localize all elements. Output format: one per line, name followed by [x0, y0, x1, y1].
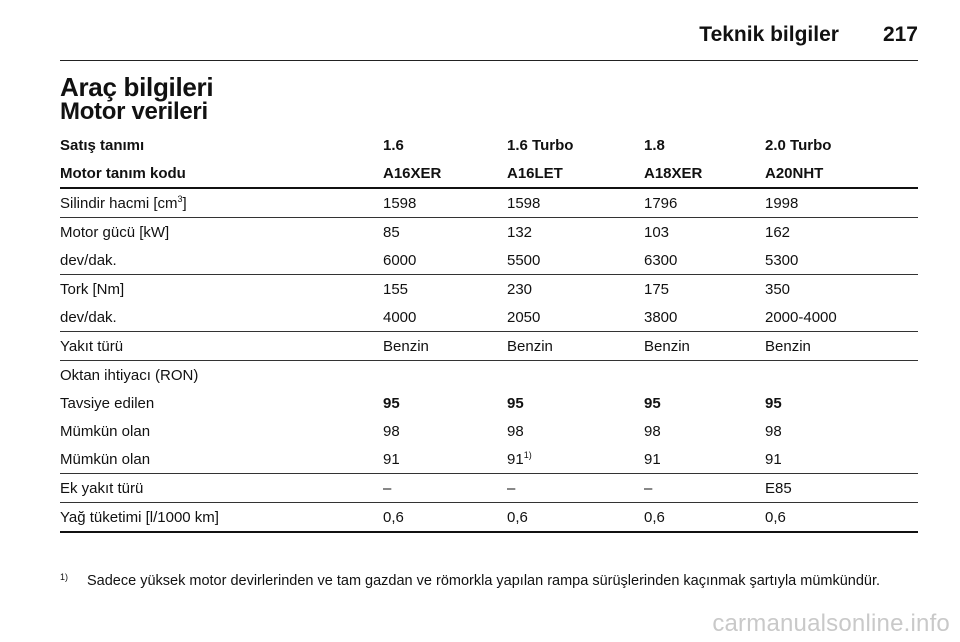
row-label: Ek yakıt türü	[60, 473, 383, 503]
table-cell: Benzin	[507, 331, 644, 361]
table-cell: 91	[383, 445, 507, 474]
table-cell: 230	[507, 280, 533, 298]
table-cell	[765, 361, 918, 390]
table-row: dev/dak. 6000 5500 6300 5300	[60, 246, 918, 275]
table-row: Yakıt türü Benzin Benzin Benzin Benzin	[60, 331, 918, 361]
section-subtitle: Motor verileri	[60, 98, 208, 125]
table-cell: 0,6	[383, 502, 507, 533]
table-cell: 1598	[383, 188, 507, 218]
header-cell: A16LET	[507, 159, 644, 189]
table-cell: 0,6	[507, 502, 644, 533]
table-cell: 95	[644, 394, 661, 412]
footnote-reference: 1)	[523, 449, 532, 460]
table-header-row: Satış tanımı 1.6 1.6 Turbo 1.8 2.0 Turbo	[60, 131, 918, 159]
table-header-row: Motor tanım kodu A16XER A16LET A18XER A2…	[60, 159, 918, 189]
header-cell: 1.6 Turbo	[507, 136, 574, 154]
table-cell: 162	[765, 223, 791, 241]
table-cell: 103	[644, 223, 670, 241]
table-cell: 95	[383, 394, 400, 412]
table-row: Tavsiye edilen 95 95 95 95	[60, 389, 918, 417]
header-divider	[60, 60, 918, 61]
table-cell: 2050	[507, 303, 644, 332]
table-cell: 98	[507, 422, 524, 440]
table-row: Silindir hacmi [cm3] 1598 1598 1796 1998	[60, 188, 918, 218]
table-cell: –	[383, 473, 507, 503]
header-cell: A20NHT	[765, 159, 918, 189]
row-label: dev/dak.	[60, 246, 383, 275]
header-cell: A16XER	[383, 159, 507, 189]
table-cell	[383, 361, 507, 390]
table-cell: 98	[644, 422, 661, 440]
page-title: Araç bilgileri	[60, 72, 214, 102]
footnote-mark: 1)	[60, 572, 69, 582]
table-cell: 4000	[383, 303, 507, 332]
row-label: Yakıt türü	[60, 331, 383, 361]
header-cell: 1.6	[383, 136, 404, 154]
table-cell: –	[507, 473, 644, 503]
watermark: carmanualsonline.info	[712, 610, 950, 637]
table-cell: 350	[765, 280, 791, 298]
header-cell: 1.8	[644, 136, 665, 154]
page-number: 217	[882, 23, 918, 46]
table-cell: 132	[507, 223, 533, 241]
row-label: Tavsiye edilen	[60, 394, 155, 412]
table-cell: 6300	[644, 246, 765, 275]
table-cell: Benzin	[765, 331, 918, 361]
row-label: Silindir hacmi [cm3]	[60, 188, 383, 218]
row-label: Oktan ihtiyacı (RON)	[60, 366, 199, 384]
table-cell: 6000	[383, 246, 507, 275]
page-header: Teknik bilgiler 217	[60, 18, 918, 52]
table-cell: 98	[383, 422, 400, 440]
footnote: 1) Sadece yüksek motor devirlerinden ve …	[60, 572, 918, 591]
table-row: Tork [Nm] 155 230 175 350	[60, 275, 918, 304]
table-row: Mümkün olan 98 98 98 98	[60, 417, 918, 445]
table-cell: 155	[383, 280, 409, 298]
table-cell: 1796	[644, 188, 765, 218]
table-cell: 91	[765, 445, 918, 474]
header-cell: Motor tanım kodu	[60, 159, 383, 189]
table-row: Ek yakıt türü – – – E85	[60, 473, 918, 503]
table-cell: –	[644, 473, 765, 503]
row-label: Yağ tüketimi [l/1000 km]	[60, 502, 383, 533]
table-cell: 2000-4000	[765, 303, 918, 332]
table-cell: 1998	[765, 188, 918, 218]
table-cell: 95	[765, 394, 782, 412]
footnote-text: Sadece yüksek motor devirlerinden ve tam…	[87, 573, 881, 589]
table-cell: 3800	[644, 303, 765, 332]
table-cell: 5500	[507, 246, 644, 275]
row-label: Mümkün olan	[60, 422, 151, 440]
engine-data-table: Satış tanımı 1.6 1.6 Turbo 1.8 2.0 Turbo…	[60, 131, 918, 533]
table-cell: 98	[765, 422, 782, 440]
table-cell: 91	[644, 445, 765, 474]
table-cell: 175	[644, 280, 670, 298]
table-cell: E85	[765, 473, 918, 503]
table-cell: 911)	[507, 445, 644, 474]
row-label: Motor gücü [kW]	[60, 223, 170, 241]
table-row: Motor gücü [kW] 85 132 103 162	[60, 218, 918, 247]
row-label: Mümkün olan	[60, 445, 383, 474]
section-title: Teknik bilgiler	[699, 23, 839, 46]
header-cell: 2.0 Turbo	[765, 136, 832, 154]
table-cell: Benzin	[644, 331, 765, 361]
table-cell: 85	[383, 223, 400, 241]
table-row: Yağ tüketimi [l/1000 km] 0,6 0,6 0,6 0,6	[60, 502, 918, 533]
row-label: Tork [Nm]	[60, 280, 125, 298]
table-cell: 95	[507, 394, 524, 412]
table-cell: 0,6	[644, 502, 765, 533]
table-cell: 1598	[507, 188, 644, 218]
table-row: Oktan ihtiyacı (RON)	[60, 361, 918, 390]
table-cell: Benzin	[383, 331, 507, 361]
table-cell: 0,6	[765, 502, 918, 533]
table-row: Mümkün olan 91 911) 91 91	[60, 445, 918, 474]
header-cell: A18XER	[644, 159, 765, 189]
table-cell	[507, 361, 644, 390]
table-row: dev/dak. 4000 2050 3800 2000-4000	[60, 303, 918, 332]
header-cell: Satış tanımı	[60, 136, 145, 154]
row-label: dev/dak.	[60, 303, 383, 332]
table-cell	[644, 361, 765, 390]
table-cell: 5300	[765, 246, 918, 275]
